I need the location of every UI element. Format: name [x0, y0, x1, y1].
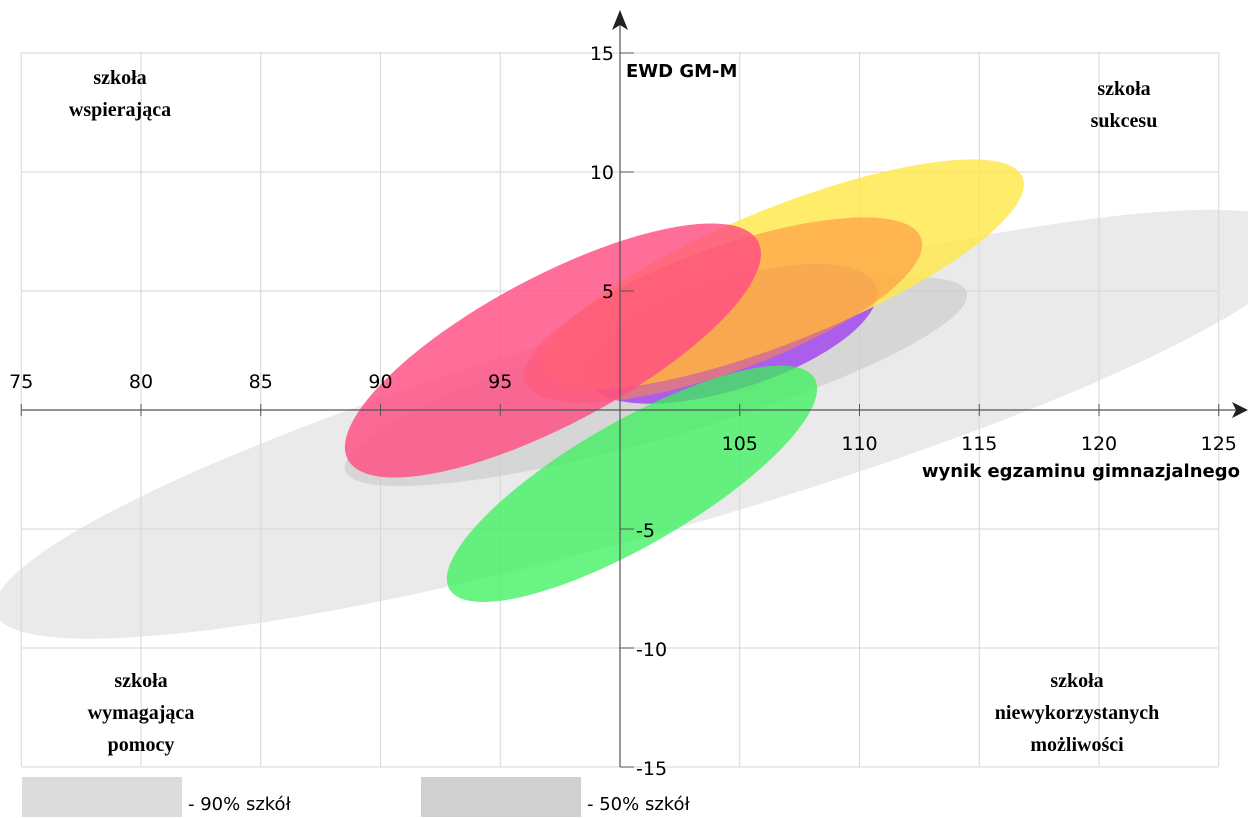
x-tick-label: 125 — [1201, 433, 1237, 455]
x-axis-arrow — [1232, 402, 1248, 418]
y-tick-label: -10 — [636, 639, 667, 661]
x-tick-label: 110 — [841, 433, 877, 455]
quadrant-label-line: sukcesu — [1091, 110, 1158, 132]
quadrant-label-bottom-left: szkoła wymagająca pomocy — [88, 670, 195, 756]
y-axis-arrow — [612, 10, 628, 30]
quadrant-label-line: pomocy — [108, 734, 175, 756]
quadrant-label-top-left: szkoła wspierająca — [69, 67, 171, 121]
quadrant-label-line: możliwości — [1030, 734, 1124, 756]
ellipse-5 — [344, 223, 761, 478]
x-axis-title: wynik egzaminu gimnazjalnego — [922, 461, 1240, 482]
x-tick-label: 90 — [368, 371, 392, 393]
legend-label-50: - 50% szkół — [587, 794, 691, 815]
legend-swatch-90 — [22, 777, 182, 817]
legend-swatch-50 — [421, 777, 581, 817]
quadrant-label-line: niewykorzystanych — [995, 702, 1159, 724]
y-tick-label: 5 — [602, 281, 614, 303]
legend: - 90% szkół - 50% szkół — [22, 777, 691, 817]
ellipse-6 — [446, 365, 818, 603]
quadrant-label-line: wymagająca — [88, 702, 195, 724]
x-tick-label: 115 — [961, 433, 997, 455]
y-tick-label: -5 — [636, 520, 655, 542]
y-tick-label: 10 — [590, 162, 614, 184]
quadrant-label-line: szkoła — [114, 670, 167, 692]
x-tick-label: 120 — [1081, 433, 1117, 455]
y-tick-label: 15 — [590, 43, 614, 65]
x-tick-label: 75 — [9, 371, 33, 393]
y-tick-label: -15 — [636, 758, 667, 780]
x-tick-label: 80 — [129, 371, 153, 393]
quadrant-label-line: szkoła — [1050, 670, 1103, 692]
legend-label-90: - 90% szkół — [188, 794, 292, 815]
y-axis-title: EWD GM-M — [626, 61, 737, 82]
quadrant-label-bottom-right: szkoła niewykorzystanych możliwości — [995, 670, 1159, 756]
x-tick-label: 85 — [249, 371, 273, 393]
quadrant-label-line: szkoła — [1097, 78, 1150, 100]
axes — [20, 10, 1248, 768]
quadrant-label-line: szkoła — [93, 67, 146, 89]
quadrant-label-top-right: szkoła sukcesu — [1091, 78, 1158, 132]
x-tick-label: 105 — [722, 433, 758, 455]
ellipses — [0, 159, 1248, 639]
x-tick-label: 95 — [488, 371, 512, 393]
quadrant-label-line: wspierająca — [69, 99, 171, 121]
